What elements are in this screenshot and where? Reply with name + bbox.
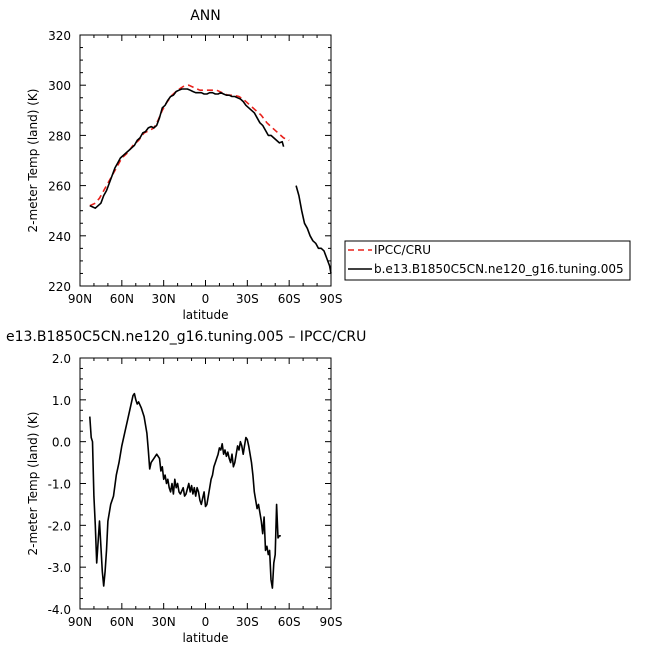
y-tick-label: 240: [48, 230, 71, 244]
bottom-panel-temperature-difference: e13.B1850C5CN.ne120_g16.tuning.005 – IPC…: [6, 329, 366, 645]
x-tick-label: 30S: [236, 292, 259, 306]
x-tick-label: 60S: [278, 292, 301, 306]
top-panel-annual-temperature: ANN 90N 60N 30N 0 30S 60S 90S 220 240 260 280 300 320…: [26, 8, 631, 322]
x-tick-label: 90N: [68, 292, 92, 306]
x-tick-label: 30N: [152, 292, 176, 306]
y-tick-label: -3.0: [48, 561, 71, 575]
y-tick-label: 1.0: [52, 394, 71, 408]
legend-label-0: IPCC/CRU: [374, 243, 431, 257]
x-axis-label: latitude: [182, 308, 228, 322]
y-tick-label: 280: [48, 129, 71, 143]
y-tick-label: 0.0: [52, 436, 71, 450]
plot-frame: [79, 357, 332, 610]
series-line-1: [295, 185, 332, 274]
chart-title: ANN: [190, 8, 221, 24]
y-axis-label: 2-meter Temp (land) (K): [26, 89, 40, 233]
x-tick-label: 60N: [110, 292, 134, 306]
chart-title: e13.B1850C5CN.ne120_g16.tuning.005 – IPC…: [6, 329, 366, 345]
legend-box: [344, 240, 631, 281]
y-tick-label: -1.0: [48, 478, 71, 492]
y-axis-label: 2-meter Temp (land) (K): [26, 412, 40, 556]
x-tick-label: 30N: [152, 615, 176, 629]
x-tick-label: 60S: [278, 615, 301, 629]
x-tick-label: 30S: [236, 615, 259, 629]
legend: IPCC/CRU b.e13.B1850C5CN.ne120_g16.tuning…: [344, 240, 631, 281]
x-tick-label: 90S: [320, 615, 343, 629]
plot-frame: [79, 34, 332, 287]
x-tick-label: 60N: [110, 615, 134, 629]
x-tick-label: 0: [202, 615, 210, 629]
legend-label-1: b.e13.B1850C5CN.ne120_g16.tuning.005: [374, 262, 624, 276]
y-tick-label: 260: [48, 180, 71, 194]
series-line-1: [89, 88, 285, 209]
y-tick-label: 300: [48, 79, 71, 93]
y-tick-label: 220: [48, 280, 71, 294]
y-tick-label: -4.0: [48, 603, 71, 617]
x-tick-label: 90N: [68, 615, 92, 629]
y-tick-label: -2.0: [48, 519, 71, 533]
x-axis-label: latitude: [182, 631, 228, 645]
series-line-0: [89, 84, 290, 207]
y-tick-label: 2.0: [52, 352, 71, 366]
y-tick-label: 320: [48, 29, 71, 43]
x-tick-label: 0: [202, 292, 210, 306]
x-tick-label: 90S: [320, 292, 343, 306]
series-line-0: [89, 392, 281, 589]
